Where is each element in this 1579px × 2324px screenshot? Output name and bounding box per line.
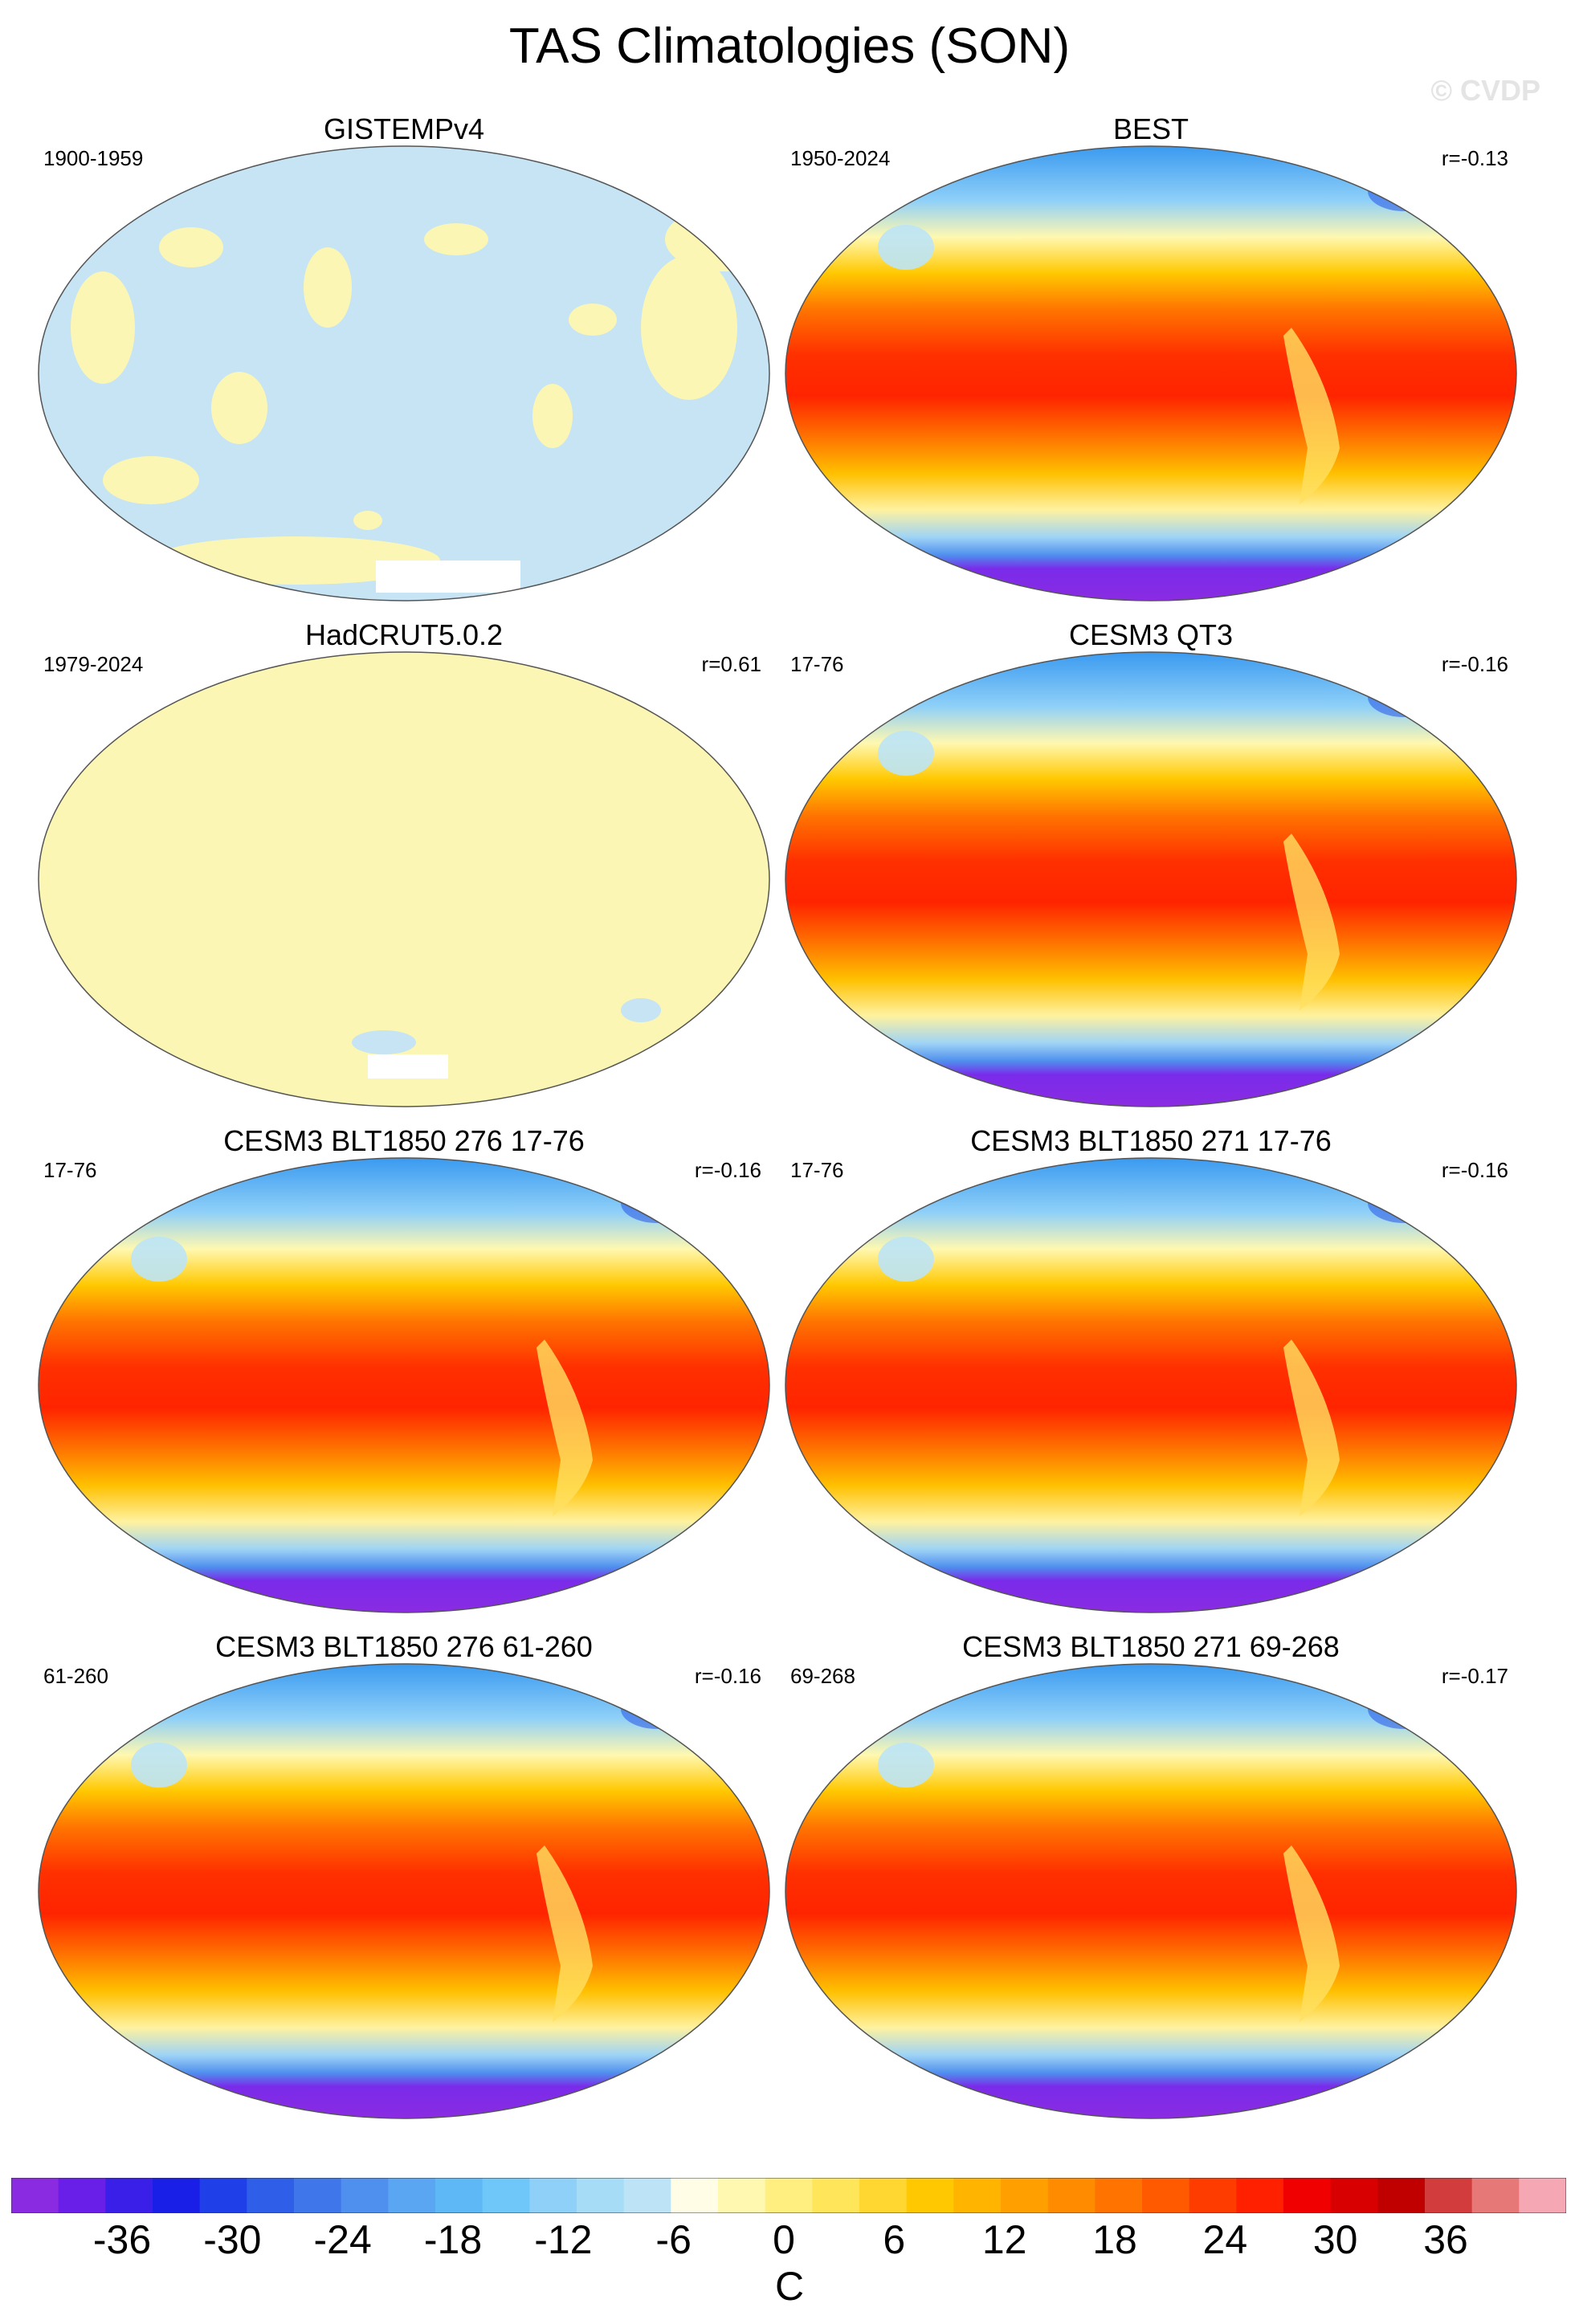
map [38, 1663, 770, 2119]
colorbar-segment [906, 2178, 954, 2213]
colorbar-tick-label: 36 [1423, 2217, 1468, 2262]
colorbar-segment [1471, 2178, 1520, 2213]
colorbar-segment [341, 2178, 389, 2213]
panel-correlation: r=-0.16 [1441, 652, 1508, 676]
panel-title: CESM3 BLT1850 276 61-260 [215, 1630, 593, 1663]
colorbar-tick-label: -36 [92, 2217, 152, 2262]
map-panel: CESM3 BLT1850 276 17-76 17-76 r=-0.16 [31, 1124, 777, 1638]
colorbar-segment [1283, 2178, 1332, 2213]
colorbar-segment [1095, 2178, 1143, 2213]
panel-period: 1979-2024 [43, 652, 144, 676]
colorbar-segment [1001, 2178, 1049, 2213]
colorbar-segment [1377, 2178, 1426, 2213]
panel-title: CESM3 QT3 [1068, 618, 1234, 651]
colorbar-segment [812, 2178, 860, 2213]
colorbar-segment [58, 2178, 106, 2213]
panel-title: HadCRUT5.0.2 [304, 618, 504, 651]
map-panel: GISTEMPv4 1900-1959 [31, 112, 777, 626]
map-panel: CESM3 BLT1850 271 17-76 17-76 r=-0.16 [777, 1124, 1524, 1638]
colorbar-segment [11, 2178, 59, 2213]
panel-correlation: r=-0.17 [1441, 1664, 1508, 1688]
colorbar-unit: C [774, 2264, 805, 2309]
colorbar-segment [1330, 2178, 1378, 2213]
panel-period: 1900-1959 [43, 146, 144, 170]
colorbar-labels: -36 -30 -24 -18 -12 -6 0 6 12 18 24 30 36 [0, 2216, 1579, 2265]
map [785, 651, 1517, 1107]
panel-correlation: r=-0.13 [1441, 146, 1508, 170]
colorbar-segment [529, 2178, 577, 2213]
colorbar-segment [388, 2178, 436, 2213]
colorbar [11, 2178, 1566, 2213]
colorbar-segment [1047, 2178, 1096, 2213]
map [38, 1157, 770, 1613]
map [785, 1663, 1517, 2119]
map [785, 1157, 1517, 1613]
colorbar-segment [1425, 2178, 1473, 2213]
map [785, 145, 1517, 601]
colorbar-tick-label: 30 [1312, 2217, 1358, 2262]
panel-period: 1950-2024 [790, 146, 891, 170]
panel-correlation: r=-0.16 [694, 1158, 761, 1182]
map-panel: BEST 1950-2024 r=-0.13 [777, 112, 1524, 626]
colorbar-segment [718, 2178, 766, 2213]
panel-title: CESM3 BLT1850 276 17-76 [223, 1124, 585, 1157]
panel-title: CESM3 BLT1850 271 69-268 [962, 1630, 1340, 1663]
panel-period: 17-76 [790, 652, 844, 676]
colorbar-segment [435, 2178, 483, 2213]
colorbar-tick-label: -6 [655, 2217, 692, 2262]
panel-correlation: r=-0.16 [1441, 1158, 1508, 1182]
watermark: © CVDP [1430, 74, 1540, 107]
map-panel: HadCRUT5.0.2 1979-2024 r=0.61 [31, 618, 777, 1132]
colorbar-segment [482, 2178, 530, 2213]
colorbar-segment [1236, 2178, 1284, 2213]
colorbar-segment [953, 2178, 1002, 2213]
colorbar-segment [765, 2178, 813, 2213]
colorbar-tick-label: -30 [203, 2217, 262, 2262]
map [38, 651, 770, 1107]
colorbar-tick-label: -18 [423, 2217, 483, 2262]
panel-correlation: r=-0.16 [694, 1664, 761, 1688]
colorbar-tick-label: 12 [981, 2217, 1027, 2262]
colorbar-tick-label: -12 [534, 2217, 593, 2262]
map [38, 145, 770, 601]
panel-period: 69-268 [790, 1664, 855, 1688]
colorbar-segment [577, 2178, 625, 2213]
panel-period: 17-76 [790, 1158, 844, 1182]
panel-correlation: r=0.61 [701, 652, 761, 676]
colorbar-segment [1189, 2178, 1237, 2213]
colorbar-segment [294, 2178, 342, 2213]
map-panel: CESM3 BLT1850 271 69-268 69-268 r=-0.17 [777, 1630, 1524, 2144]
colorbar-segment [1519, 2178, 1566, 2213]
panel-title: BEST [1112, 112, 1189, 145]
colorbar-segment [1142, 2178, 1190, 2213]
colorbar-segment [153, 2178, 201, 2213]
map-panel: CESM3 BLT1850 276 61-260 61-260 r=-0.16 [31, 1630, 777, 2144]
colorbar-segment [623, 2178, 671, 2213]
colorbar-tick-label: 24 [1202, 2217, 1248, 2262]
colorbar-tick-label: 6 [883, 2217, 906, 2262]
map-panel: CESM3 QT3 17-76 r=-0.16 [777, 618, 1524, 1132]
colorbar-tick-label: 18 [1092, 2217, 1137, 2262]
panel-title: CESM3 BLT1850 271 17-76 [970, 1124, 1332, 1157]
panel-period: 61-260 [43, 1664, 108, 1688]
colorbar-segment [199, 2178, 247, 2213]
colorbar-tick-label: -24 [313, 2217, 372, 2262]
colorbar-segment [247, 2178, 295, 2213]
colorbar-segment [671, 2178, 719, 2213]
panel-title: GISTEMPv4 [323, 112, 485, 145]
colorbar-tick-label: 0 [773, 2217, 795, 2262]
panel-period: 17-76 [43, 1158, 97, 1182]
colorbar-segment [105, 2178, 153, 2213]
colorbar-segment [859, 2178, 908, 2213]
page-title: TAS Climatologies (SON) [508, 18, 1071, 74]
